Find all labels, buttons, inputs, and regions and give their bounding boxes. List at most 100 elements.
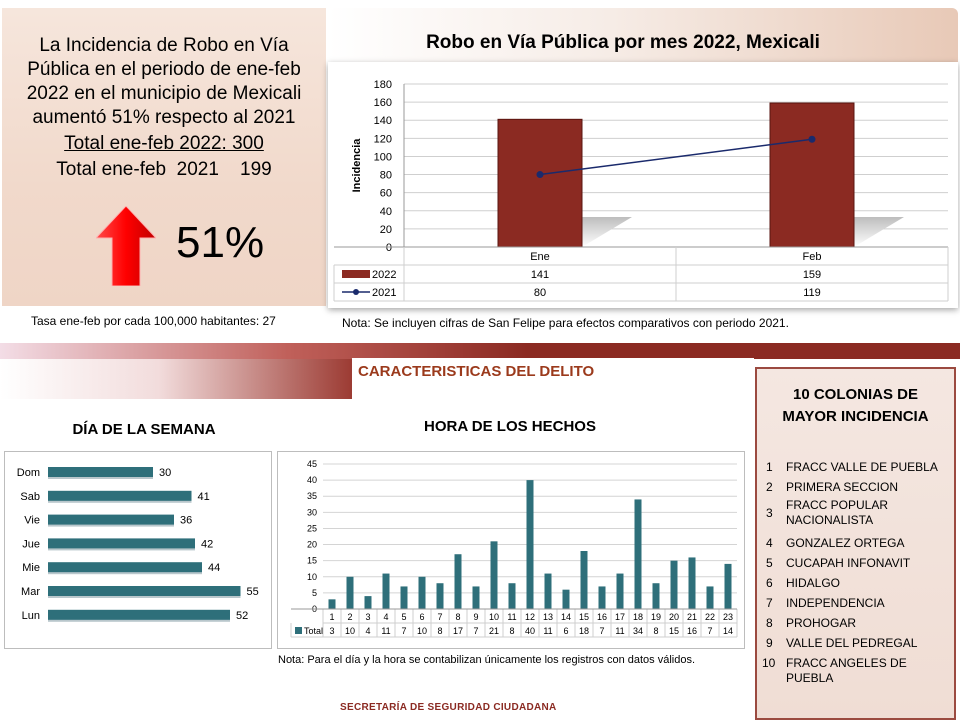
y-tick-label: 160 — [374, 97, 392, 109]
legend-key-2021-dot — [353, 289, 359, 295]
dow-bar — [48, 586, 241, 596]
hour-table-value: 40 — [525, 626, 535, 636]
colonia-name: GONZALEZ ORTEGA — [786, 536, 905, 550]
y-tick-label: 15 — [307, 556, 317, 566]
dow-category-label: Sab — [20, 491, 40, 503]
dow-value-label: 55 — [247, 586, 259, 598]
hour-bar — [472, 586, 480, 609]
hour-category-label: 12 — [525, 612, 535, 622]
hour-table-value: 34 — [633, 626, 643, 636]
table-value-2021: 80 — [534, 287, 546, 299]
colonia-rank: 10 — [762, 656, 776, 670]
hour-bar — [706, 586, 714, 609]
hour-table-value: 7 — [401, 626, 406, 636]
legend-key-total — [295, 627, 302, 634]
hour-table-value: 21 — [489, 626, 499, 636]
dow-category-label: Dom — [17, 467, 40, 479]
summary-line-3: 2022 en el municipio de Mexicali — [26, 83, 302, 104]
dow-value-label: 44 — [208, 562, 220, 574]
dow-value-label: 42 — [201, 538, 213, 550]
dow-category-label: Lun — [22, 610, 40, 622]
y-tick-label: 180 — [374, 79, 392, 91]
summary-total-2022-text: Total ene-feb 2022: 300 — [64, 133, 264, 154]
hour-table-value: 8 — [437, 626, 442, 636]
dow-chart-title: DÍA DE LA SEMANA — [72, 421, 216, 438]
bar-2022 — [497, 118, 583, 248]
y-tick-label: 10 — [307, 572, 317, 582]
line-2021 — [539, 138, 813, 176]
y-tick-label: 25 — [307, 523, 317, 533]
hour-category-label: 21 — [687, 612, 697, 622]
month-chart: 0 20 40 60 80 100 120 140 160 180 Incidencia Ene 141… — [333, 79, 949, 302]
dow-category-label: Vie — [24, 515, 40, 527]
y-tick-label: 100 — [374, 151, 392, 163]
dow-category-label: Mie — [22, 562, 40, 574]
hour-category-label: 18 — [633, 612, 643, 622]
hour-table-value: 6 — [563, 626, 568, 636]
colonia-name: PROHOGAR — [786, 616, 857, 630]
colonias-title-line-2: MAYOR INCIDENCIA — [782, 408, 929, 425]
hour-table-value: 15 — [669, 626, 679, 636]
point-2021 — [808, 135, 816, 143]
hour-table-value: 7 — [473, 626, 478, 636]
hour-chart-note: Nota: Para el día y la hora se contabili… — [278, 654, 696, 666]
dow-bar — [48, 562, 202, 573]
hour-category-label: 3 — [365, 612, 370, 622]
colonias-panel — [755, 367, 956, 720]
hour-table-value: 7 — [599, 626, 604, 636]
hour-category-label: 2 — [347, 612, 352, 622]
month-chart-note: Nota: Se incluyen cifras de San Felipe p… — [342, 316, 789, 330]
summary-total-2022: Total ene-feb 2022: 300 — [2, 132, 326, 156]
dow-bar — [48, 490, 192, 501]
y-tick-label: 20 — [307, 540, 317, 550]
section-divider-gradient — [0, 359, 352, 399]
colonia-name: HIDALGO — [786, 576, 841, 590]
y-tick-label: 30 — [307, 507, 317, 517]
y-tick-label: 0 — [386, 242, 392, 254]
hour-bar — [724, 563, 732, 609]
hour-bar — [598, 586, 606, 609]
colonia-rank: 9 — [766, 636, 773, 650]
colonia-name: PRIMERA SECCION — [786, 480, 899, 494]
hour-category-label: 1 — [329, 612, 334, 622]
hour-table-value: 11 — [381, 626, 390, 636]
colonia-name: FRACC POPULAR NACIONALISTA — [786, 498, 889, 527]
colonia-name: INDEPENDENCIA — [786, 596, 885, 610]
footer-text: SECRETARÍA DE SEGURIDAD CIUDADANA — [340, 702, 557, 713]
up-arrow-icon — [96, 206, 156, 286]
hour-category-label: 4 — [383, 612, 388, 622]
hour-bar — [400, 586, 408, 609]
hour-category-label: 16 — [597, 612, 607, 622]
colonia-name: FRACC VALLE DE PUEBLA — [786, 460, 938, 474]
dow-bar — [48, 467, 153, 477]
hour-bar — [544, 573, 552, 609]
hour-bar — [580, 551, 588, 609]
hour-bar — [418, 576, 426, 609]
hour-bar — [652, 583, 660, 609]
dow-category-label: Jue — [22, 538, 40, 550]
legend-key-2022 — [342, 270, 370, 278]
colonia-rank: 5 — [766, 556, 773, 570]
section-divider — [0, 343, 960, 359]
hour-category-label: 10 — [489, 612, 499, 622]
rate-text: Tasa ene-feb por cada 100,000 habitantes… — [31, 314, 276, 328]
summary-total-2021: Total ene-feb 2021 199 — [56, 159, 272, 180]
hour-bar — [454, 554, 462, 609]
colonia-name: FRACC ANGELES DE PUEBLA — [786, 656, 907, 685]
hour-category-label: 9 — [473, 612, 478, 622]
hour-table-value: 10 — [345, 626, 355, 636]
dow-chart: Dom 30 Sab 41 Vie 36 Jue 42 Mie 44 Mar 55 Lun 52 — [17, 467, 259, 622]
y-tick-label: 40 — [307, 475, 317, 485]
legend-label-2021: 2021 — [372, 287, 396, 299]
hour-bar — [346, 576, 354, 609]
y-tick-label: 60 — [380, 188, 392, 200]
point-2021 — [536, 171, 544, 179]
month-chart-title: Robo en Vía Pública por mes 2022, Mexica… — [426, 32, 820, 53]
hour-category-label: 17 — [615, 612, 625, 622]
percent-change: 51% — [176, 218, 265, 267]
hour-category-label: 8 — [455, 612, 460, 622]
dow-value-label: 30 — [159, 467, 171, 479]
hour-table-value: 18 — [579, 626, 589, 636]
colonia-rank: 8 — [766, 616, 773, 630]
hour-table-value: 7 — [707, 626, 712, 636]
